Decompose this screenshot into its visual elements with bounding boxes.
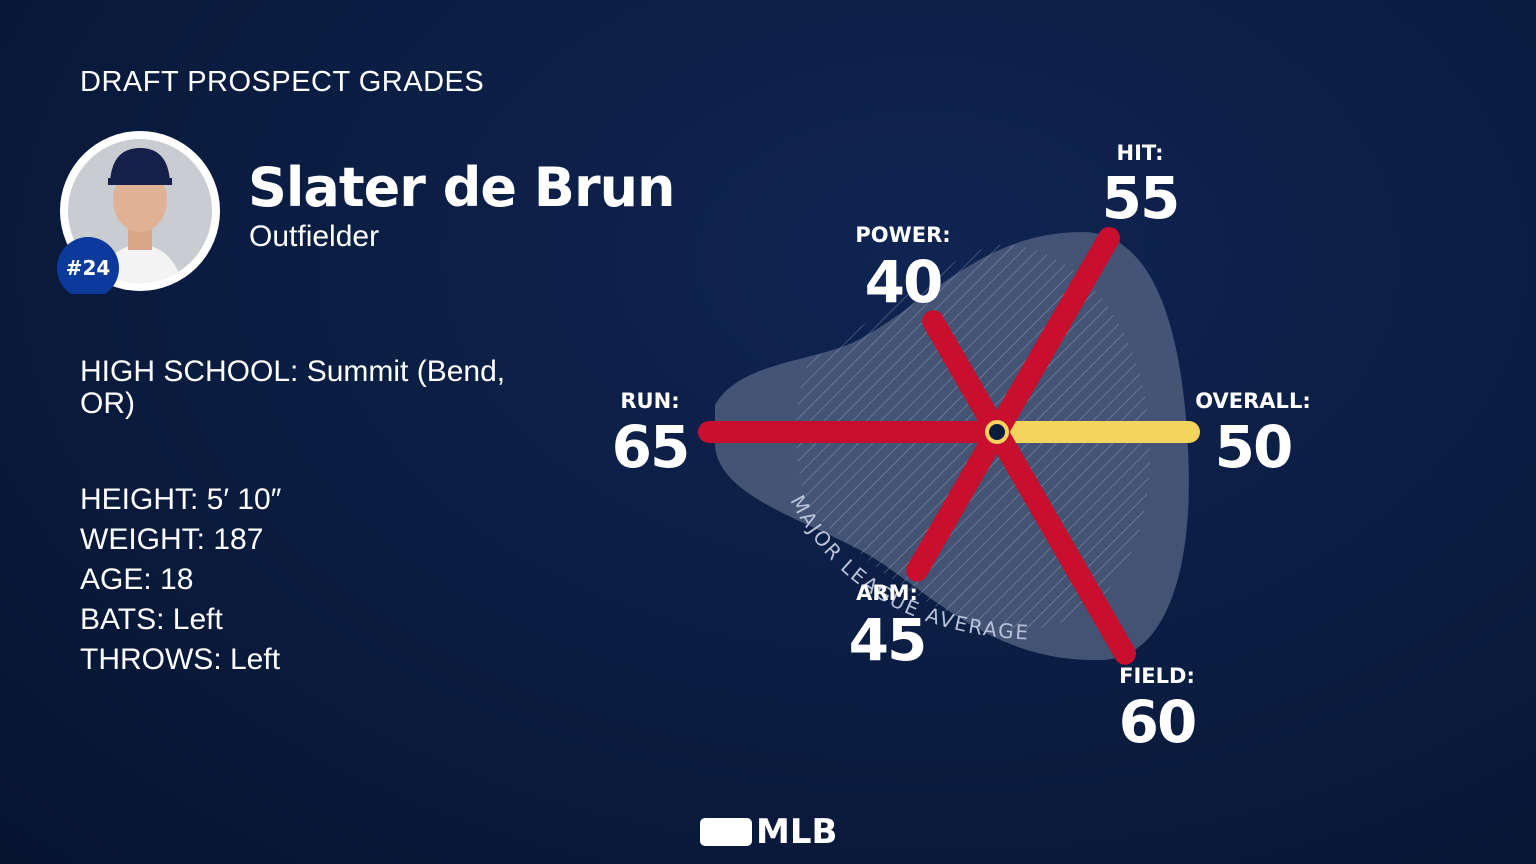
player-position: Outfielder <box>249 220 380 253</box>
page-title: DRAFT PROSPECT GRADES <box>80 66 485 98</box>
ray-value: 50 <box>1215 413 1292 481</box>
ray-label: ARM: <box>856 581 918 605</box>
ray-label: FIELD: <box>1119 664 1195 688</box>
logo: MLB <box>700 812 837 852</box>
stat-line: AGE: 18 <box>80 563 194 596</box>
ray-value: 60 <box>1119 688 1196 756</box>
player-name: Slater de Brun <box>248 156 675 219</box>
stat-line: WEIGHT: 187 <box>80 523 264 556</box>
ray <box>986 227 1120 443</box>
stat-line: THROWS: Left <box>80 643 281 676</box>
ray-value: 45 <box>849 606 926 674</box>
player-photo: #24 <box>57 131 220 294</box>
logo-text: MLB <box>756 812 838 852</box>
center-dot <box>985 420 1009 444</box>
player-number: #24 <box>66 256 111 280</box>
ray-value: 40 <box>865 248 942 316</box>
school: HIGH SCHOOL: Summit (Bend, OR) <box>80 355 506 420</box>
ray <box>922 310 1008 443</box>
stat-line: BATS: Left <box>80 603 223 636</box>
ray-value: 55 <box>1102 164 1179 232</box>
ray-value: 65 <box>612 413 689 481</box>
ray-label: HIT: <box>1117 141 1164 165</box>
ray <box>906 421 1008 582</box>
stat-line: HEIGHT: 5′ 10″ <box>80 483 282 516</box>
ray-label: OVERALL: <box>1195 389 1310 413</box>
ray <box>986 421 1136 665</box>
ray-label: RUN: <box>620 389 679 413</box>
stats: HEIGHT: 5′ 10″ WEIGHT: 187 AGE: 18 BATS: Le… <box>80 480 281 680</box>
ray-label: POWER: <box>855 223 950 247</box>
